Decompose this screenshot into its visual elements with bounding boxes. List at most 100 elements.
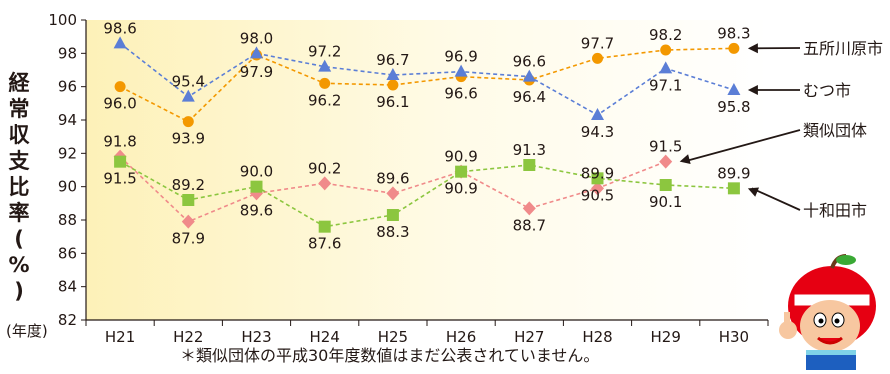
data-label: 91.3 bbox=[513, 141, 546, 159]
apple-mascot-illustration bbox=[779, 254, 876, 370]
data-label: 96.6 bbox=[444, 85, 477, 103]
data-point-square bbox=[727, 182, 740, 195]
y-axis-label-char: 比 bbox=[8, 175, 30, 199]
data-label: 94.3 bbox=[581, 123, 614, 141]
data-label: 96.7 bbox=[376, 51, 409, 69]
y-tick-label: 96 bbox=[58, 78, 77, 96]
y-tick-label: 92 bbox=[58, 144, 77, 162]
data-label: 89.2 bbox=[172, 176, 205, 194]
data-point-circle bbox=[592, 52, 603, 64]
data-point-triangle bbox=[591, 108, 604, 120]
legend-label: 十和田市 bbox=[803, 201, 867, 220]
data-label: 98.2 bbox=[649, 26, 682, 44]
legend-arrow-line bbox=[683, 129, 801, 163]
data-point-diamond bbox=[181, 214, 195, 229]
x-tick-label: H23 bbox=[241, 328, 271, 346]
data-point-triangle bbox=[318, 59, 332, 72]
data-point-diamond bbox=[386, 186, 400, 201]
x-tick-label: H29 bbox=[651, 328, 681, 346]
y-tick-label: 90 bbox=[58, 178, 77, 196]
data-point-triangle bbox=[522, 69, 536, 82]
data-point-triangle bbox=[250, 46, 263, 59]
data-point-circle bbox=[660, 44, 672, 56]
data-point-square bbox=[455, 165, 468, 178]
data-point-circle bbox=[728, 42, 740, 54]
footnote: ＊類似団体の平成30年度数値はまだ公表されていません。 bbox=[180, 346, 600, 365]
data-label: 88.3 bbox=[376, 223, 409, 241]
x-tick-label: H21 bbox=[105, 328, 135, 346]
legend-label: 五所川原市 bbox=[803, 39, 883, 58]
x-tick-label: H30 bbox=[719, 328, 749, 346]
y-tick-label: 94 bbox=[58, 111, 77, 129]
series-lines bbox=[119, 42, 735, 228]
data-label: 97.1 bbox=[649, 76, 682, 94]
data-point-diamond bbox=[318, 176, 332, 191]
data-label: 96.9 bbox=[444, 48, 477, 66]
x-tick-label: H26 bbox=[446, 328, 476, 346]
data-point-square bbox=[318, 220, 331, 233]
data-label: 87.9 bbox=[172, 230, 205, 248]
y-tick-label: 100 bbox=[48, 11, 77, 29]
data-point-circle bbox=[387, 79, 399, 91]
data-label: 89.9 bbox=[581, 164, 614, 182]
data-label: 91.5 bbox=[103, 170, 136, 188]
data-point-square bbox=[182, 194, 195, 206]
data-point-triangle bbox=[181, 89, 195, 102]
data-labels: 96.0 93.9 97.9 96.2 96.1 96.6 96.4 97.7 98.2 98.3… bbox=[103, 19, 750, 252]
data-label: 98.6 bbox=[103, 19, 136, 37]
data-point-square bbox=[591, 172, 604, 185]
data-point-square bbox=[386, 209, 399, 221]
series-line bbox=[119, 42, 735, 116]
data-label: 87.6 bbox=[308, 235, 341, 253]
data-label: 89.9 bbox=[717, 164, 750, 182]
data-label: 90.1 bbox=[649, 193, 682, 211]
x-tick-label: H24 bbox=[310, 328, 340, 346]
data-label: 90.0 bbox=[240, 163, 273, 181]
data-point-triangle bbox=[113, 36, 127, 49]
y-tick-label: 88 bbox=[58, 211, 77, 229]
y-axis-label-char: % bbox=[8, 253, 30, 277]
data-label: 89.6 bbox=[376, 169, 409, 187]
x-tick-label: H27 bbox=[514, 328, 544, 346]
y-axis-label-char: ( bbox=[14, 227, 24, 251]
y-tick-label: 84 bbox=[58, 278, 77, 296]
data-point-circle bbox=[319, 77, 331, 89]
y-axis-label-char: 経 bbox=[8, 71, 30, 95]
data-label: 90.9 bbox=[444, 180, 477, 198]
x-tick-label: H28 bbox=[582, 328, 612, 346]
data-label: 90.2 bbox=[308, 159, 341, 177]
data-point-triangle bbox=[727, 83, 741, 95]
data-label: 96.6 bbox=[513, 53, 546, 71]
data-label: 96.0 bbox=[103, 95, 136, 113]
data-label: 97.9 bbox=[240, 63, 273, 81]
data-label: 88.7 bbox=[513, 216, 546, 234]
y-axis-label-char: 支 bbox=[8, 149, 30, 173]
plot-area bbox=[86, 20, 768, 320]
data-point-circle bbox=[114, 81, 126, 93]
legend-arrow-head bbox=[747, 187, 760, 197]
legend-arrow-head bbox=[679, 154, 691, 164]
y-axis-label-char: 収 bbox=[8, 123, 30, 147]
legend-arrow-head bbox=[747, 43, 758, 54]
y-axis-label-char: 常 bbox=[8, 97, 30, 121]
legend-label: むつ市 bbox=[803, 81, 851, 100]
data-label: 90.9 bbox=[444, 148, 477, 166]
data-point-square bbox=[659, 179, 672, 191]
data-label: 97.7 bbox=[581, 34, 614, 52]
data-label: 93.9 bbox=[172, 130, 205, 148]
data-label: 95.8 bbox=[717, 98, 750, 116]
data-label: 95.4 bbox=[172, 73, 205, 91]
data-point-diamond bbox=[522, 201, 536, 216]
y-axis-label: 経常収支比率(%) bbox=[4, 70, 34, 304]
y-tick-label: 98 bbox=[58, 44, 77, 62]
data-label: 91.5 bbox=[649, 138, 682, 156]
data-label: 89.6 bbox=[240, 201, 273, 219]
data-label: 90.5 bbox=[581, 186, 614, 204]
x-axis-unit-label: (年度) bbox=[6, 322, 48, 340]
data-label: 96.1 bbox=[376, 93, 409, 111]
data-point-triangle bbox=[659, 61, 673, 74]
data-label: 96.2 bbox=[308, 91, 341, 109]
data-point-triangle bbox=[386, 68, 400, 80]
